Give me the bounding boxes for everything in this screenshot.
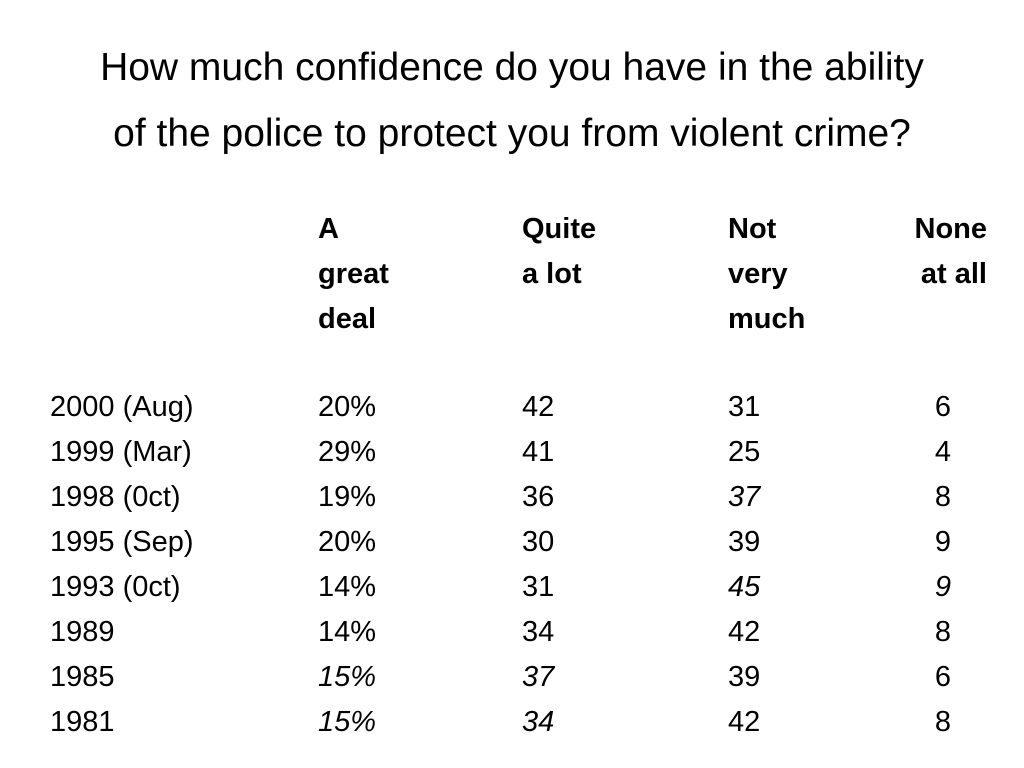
- quite-a-lot-cell: 36: [522, 481, 555, 513]
- not-very-much-cell: 37: [728, 481, 761, 513]
- none-at-all-cell: 6: [934, 661, 951, 693]
- great-deal-cell: 20%: [318, 391, 377, 423]
- year-cell: 1999 (Mar): [50, 436, 192, 468]
- none-at-all-cell: 8: [934, 706, 951, 738]
- header-none-at-all: None at all: [860, 207, 988, 297]
- year-cell: 1989: [50, 616, 115, 648]
- header-line: great: [318, 258, 389, 290]
- none-at-all-cell: 8: [934, 616, 951, 648]
- table-row: 1999 (Mar) 29% 41 25 4: [0, 430, 1024, 475]
- great-deal-cell: 20%: [318, 526, 377, 558]
- header-line: deal: [318, 303, 377, 335]
- header-line: a lot: [522, 258, 582, 290]
- year-cell: 1985: [50, 661, 115, 693]
- title-line-2: of the police to protect you from violen…: [113, 112, 911, 155]
- header-line: Not: [728, 213, 777, 245]
- slide-title: How much confidence do you have in the a…: [0, 35, 1024, 167]
- table-row: 2000 (Aug) 20% 42 31 6: [0, 385, 1024, 430]
- year-cell: 1995 (Sep): [50, 526, 194, 558]
- great-deal-cell: 14%: [318, 616, 377, 648]
- not-very-much-cell: 42: [728, 616, 761, 648]
- year-cell: 1998 (0ct): [50, 481, 181, 513]
- data-table: 2000 (Aug) 20% 42 31 6 1999 (Mar) 29% 41…: [0, 385, 1024, 745]
- table-row: 1998 (0ct) 19% 36 37 8: [0, 475, 1024, 520]
- not-very-much-cell: 39: [728, 526, 761, 558]
- not-very-much-cell: 45: [728, 571, 761, 603]
- table-row: 1995 (Sep) 20% 30 39 9: [0, 520, 1024, 565]
- not-very-much-cell: 25: [728, 436, 761, 468]
- header-line: at all: [920, 258, 987, 290]
- none-at-all-cell: 9: [934, 571, 951, 603]
- none-at-all-cell: 4: [934, 436, 951, 468]
- great-deal-cell: 15%: [318, 706, 377, 738]
- not-very-much-cell: 31: [728, 391, 761, 423]
- quite-a-lot-cell: 37: [522, 661, 555, 693]
- quite-a-lot-cell: 41: [522, 436, 555, 468]
- title-line-1: How much confidence do you have in the a…: [100, 46, 924, 89]
- none-at-all-cell: 6: [934, 391, 951, 423]
- quite-a-lot-cell: 31: [522, 571, 555, 603]
- year-cell: 1993 (0ct): [50, 571, 181, 603]
- header-quite-a-lot: Quite a lot: [522, 207, 596, 297]
- great-deal-cell: 14%: [318, 571, 377, 603]
- table-row: 1985 15% 37 39 6: [0, 655, 1024, 700]
- none-at-all-cell: 9: [934, 526, 951, 558]
- quite-a-lot-cell: 30: [522, 526, 555, 558]
- not-very-much-cell: 39: [728, 661, 761, 693]
- none-at-all-cell: 8: [934, 481, 951, 513]
- table-row: 1981 15% 34 42 8: [0, 700, 1024, 745]
- year-cell: 2000 (Aug): [50, 391, 194, 423]
- table-row: 1993 (0ct) 14% 31 45 9: [0, 565, 1024, 610]
- header-line: Quite: [522, 213, 597, 245]
- great-deal-cell: 29%: [318, 436, 377, 468]
- not-very-much-cell: 42: [728, 706, 761, 738]
- quite-a-lot-cell: 34: [522, 616, 555, 648]
- header-line: very: [728, 258, 788, 290]
- header-great-deal: A great deal: [318, 207, 389, 342]
- header-line: A: [318, 213, 339, 245]
- quite-a-lot-cell: 42: [522, 391, 555, 423]
- header-not-very-much: Not very much: [728, 207, 805, 342]
- header-line: None: [914, 213, 988, 245]
- quite-a-lot-cell: 34: [522, 706, 555, 738]
- header-line: much: [728, 303, 806, 335]
- great-deal-cell: 19%: [318, 481, 377, 513]
- year-cell: 1981: [50, 706, 115, 738]
- table-row: 1989 14% 34 42 8: [0, 610, 1024, 655]
- great-deal-cell: 15%: [318, 661, 377, 693]
